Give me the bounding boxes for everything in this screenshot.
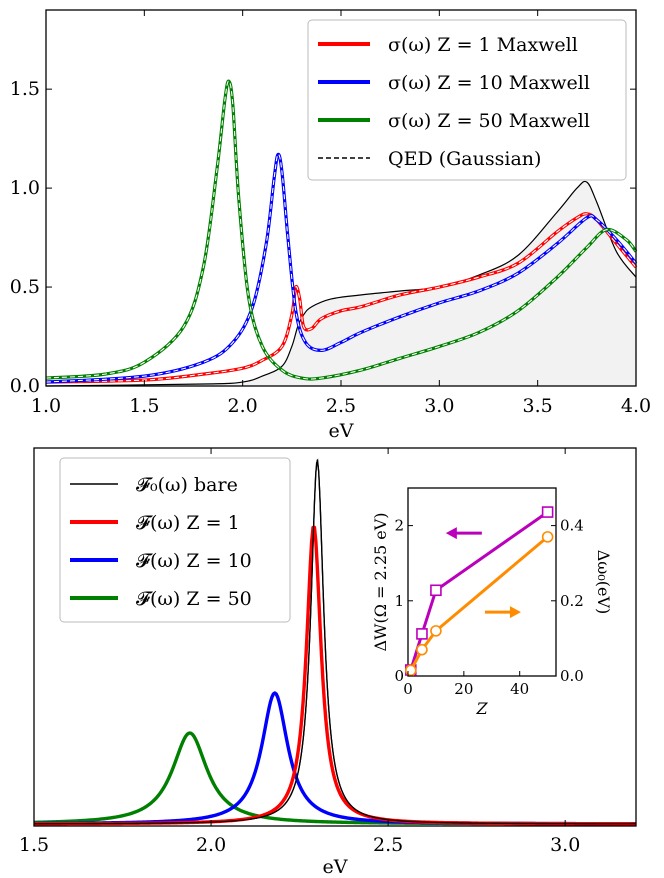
- x-tick-label: 3.0: [550, 834, 580, 856]
- inset-y-axis-label-right: Δω₀(eV): [594, 550, 613, 615]
- inset-marker-circle: [404, 664, 417, 677]
- inset-y-tick-label-right: 0.0: [560, 667, 584, 685]
- legend-label: 𝓕₀(ω) bare: [136, 474, 238, 496]
- bare-spectrum-line: [34, 458, 636, 825]
- inset-marker-square: [430, 584, 442, 597]
- legend-label: 𝓕(ω) Z = 10: [136, 550, 252, 572]
- x-tick-label: 1.0: [31, 395, 61, 417]
- inset-x-tick-label: 40: [510, 680, 529, 698]
- spectrum-line-2: [33, 691, 637, 826]
- inset-marker-circle: [541, 531, 554, 543]
- legend-label: 𝓕(ω) Z = 50: [136, 588, 252, 610]
- bare-spectrum-fill: [46, 181, 636, 386]
- legend-label: QED (Gaussian): [388, 148, 541, 170]
- inset-x-tick-label: 0: [403, 680, 413, 698]
- inset-marker-circle: [416, 643, 428, 656]
- legend-box: [307, 19, 627, 181]
- inset-marker-square: [416, 628, 428, 640]
- inset-y-axis-label-left: ΔW(Ω = 2.25 eV): [371, 512, 390, 651]
- legend-label: σ(ω) Z = 1 Maxwell: [388, 34, 578, 56]
- inset-arrow-head-0: [445, 527, 457, 540]
- inset-line-1: [409, 535, 549, 672]
- inset-chart: 0 20 40 0 1 2 0.0 0.2 0.4 Z ΔW(Ω = 2.25 eV) Δω₀(eV): [371, 487, 613, 718]
- x-tick-label: 2.5: [373, 834, 403, 856]
- inset-y-tick-label-right: 0.4: [560, 517, 584, 535]
- inset-y-tick-label-left: 2: [394, 517, 404, 535]
- inset-y-tick-label-left: 1: [394, 592, 404, 610]
- x-tick-label: 2.0: [196, 834, 226, 856]
- inset-y-tick-label-right: 0.2: [560, 592, 584, 610]
- y-tick-label: 0.0: [10, 375, 40, 397]
- inset-marker-square: [541, 506, 554, 518]
- x-tick-label: 2.0: [228, 395, 258, 417]
- qed-dashed-overlay-0: [45, 213, 637, 383]
- inset-y-tick-label-left: 0: [394, 667, 404, 685]
- y-tick-label: 0.5: [10, 276, 40, 298]
- plot-frame: [33, 447, 637, 827]
- x-tick-label: 3.5: [523, 395, 553, 417]
- inset-arrow-head-1: [509, 606, 521, 619]
- inset-x-tick-label: 20: [454, 680, 473, 698]
- qed-dashed-overlay-1: [45, 153, 637, 383]
- y-tick-label: 1.0: [10, 177, 40, 199]
- qed-dashed-overlay-2: [45, 80, 637, 380]
- x-tick-label: 3.0: [424, 395, 454, 417]
- x-tick-label: 1.5: [19, 834, 49, 856]
- legend-box: [59, 457, 291, 623]
- x-tick-label: 1.5: [129, 395, 159, 417]
- legend-label: σ(ω) Z = 10 Maxwell: [388, 72, 590, 94]
- x-tick-label: 2.5: [326, 395, 356, 417]
- inset-line-0: [409, 510, 549, 671]
- legend-label: σ(ω) Z = 50 Maxwell: [388, 110, 590, 132]
- legend-label: 𝓕(ω) Z = 1: [136, 512, 240, 534]
- bare-spectrum-line: [45, 180, 637, 387]
- x-axis-label: eV: [323, 856, 348, 878]
- inset-marker-circle: [430, 625, 442, 637]
- inset-frame: [407, 487, 557, 677]
- x-tick-label: 4.0: [621, 395, 651, 417]
- bottom-chart: 1.5 2.0 2.5 3.0 eV 𝓕₀(ω) bare 𝓕(ω) Z = 1 𝓕(ω) Z…: [19, 447, 637, 878]
- x-axis-label: eV: [329, 420, 354, 442]
- y-tick-label: 1.5: [10, 78, 40, 100]
- top-chart: 1.0 1.5 2.0 2.5 3.0 3.5 4.0 0.0 0.5 1.0 1.5 eV σ(ω) …: [10, 9, 651, 442]
- inset-x-axis-label: Z: [475, 699, 488, 718]
